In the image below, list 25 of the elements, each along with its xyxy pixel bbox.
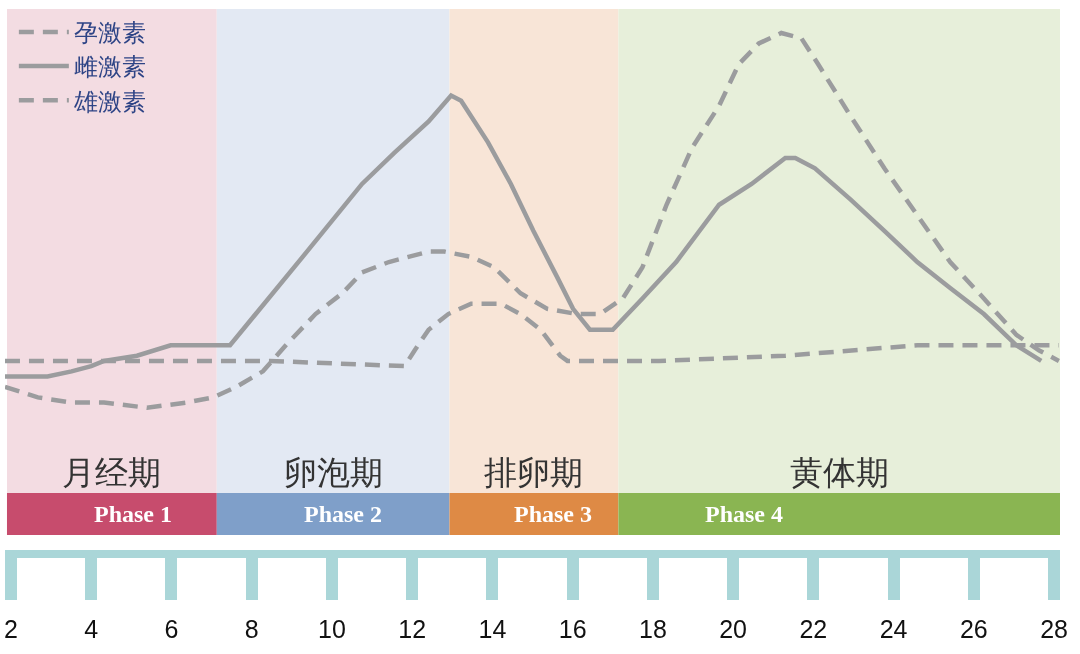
x-tick-label: 10 (318, 614, 346, 643)
legend-label: 孕激素 (73, 19, 146, 48)
x-tick-label: 4 (84, 614, 99, 643)
x-tick-label: 24 (879, 614, 908, 643)
legend-label: 雌激素 (73, 53, 146, 82)
x-tick-label: 26 (959, 614, 988, 643)
band-label: 排卵期 (484, 453, 583, 492)
x-tick-label: 20 (719, 614, 748, 643)
band-label: Phase 2 (304, 501, 382, 527)
x-tick-label: 12 (398, 614, 427, 643)
x-tick-label: 14 (478, 614, 507, 643)
band-label: 卵泡期 (284, 453, 383, 492)
band-label: 黄体期 (790, 453, 889, 492)
band-label: Phase 1 (94, 501, 172, 527)
x-tick-label: 6 (164, 614, 179, 643)
band-label: Phase 3 (514, 501, 592, 527)
x-tick-label: 2 (4, 614, 18, 643)
x-tick-label: 18 (638, 614, 667, 643)
band-label: Phase 4 (705, 501, 783, 527)
x-tick-label: 16 (558, 614, 587, 643)
band-label: 月经期 (62, 453, 161, 492)
x-tick-label: 8 (244, 614, 259, 643)
x-tick-label: 28 (1040, 614, 1068, 643)
x-tick-label: 22 (799, 614, 828, 643)
legend-label: 雄激素 (72, 87, 146, 116)
